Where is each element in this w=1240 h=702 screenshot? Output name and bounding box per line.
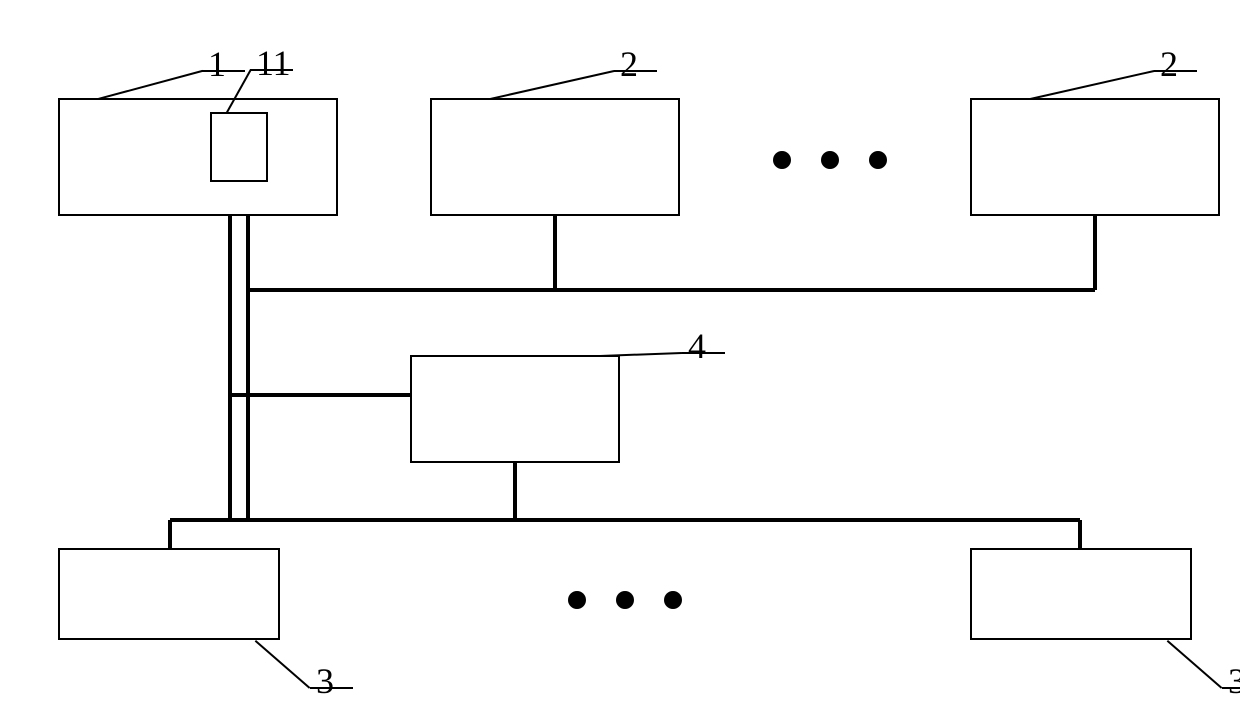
node-4 [410, 355, 620, 463]
label-2-first: 2 [620, 43, 638, 85]
node-11 [210, 112, 268, 182]
leader-line [600, 352, 682, 357]
label-underline [614, 70, 657, 72]
label-1: 1 [208, 43, 226, 85]
diagram-canvas: 1 11 2 2 4 3 3 [0, 0, 1240, 698]
leader-line [1167, 640, 1222, 689]
ellipsis-dot-icon [869, 151, 887, 169]
leader-line [1030, 70, 1154, 100]
ellipsis-dot-icon [616, 591, 634, 609]
label-underline [202, 70, 245, 72]
leader-line [490, 70, 614, 100]
label-3-first: 3 [316, 660, 334, 702]
label-3-last: 3 [1228, 660, 1240, 702]
label-underline [1154, 70, 1197, 72]
leader-line [98, 70, 203, 100]
ellipsis-dot-icon [821, 151, 839, 169]
ellipsis-dot-icon [773, 151, 791, 169]
node-2-last [970, 98, 1220, 216]
node-1 [58, 98, 338, 216]
ellipsis-dot-icon [664, 591, 682, 609]
label-underline [310, 687, 353, 689]
leader-line [255, 640, 310, 689]
node-2-first [430, 98, 680, 216]
node-3-first [58, 548, 280, 640]
label-11: 11 [256, 42, 291, 84]
label-underline [1222, 687, 1240, 689]
label-underline [682, 352, 725, 354]
label-2-last: 2 [1160, 43, 1178, 85]
label-4: 4 [688, 325, 706, 367]
label-underline [250, 69, 293, 71]
node-3-last [970, 548, 1192, 640]
ellipsis-dot-icon [568, 591, 586, 609]
